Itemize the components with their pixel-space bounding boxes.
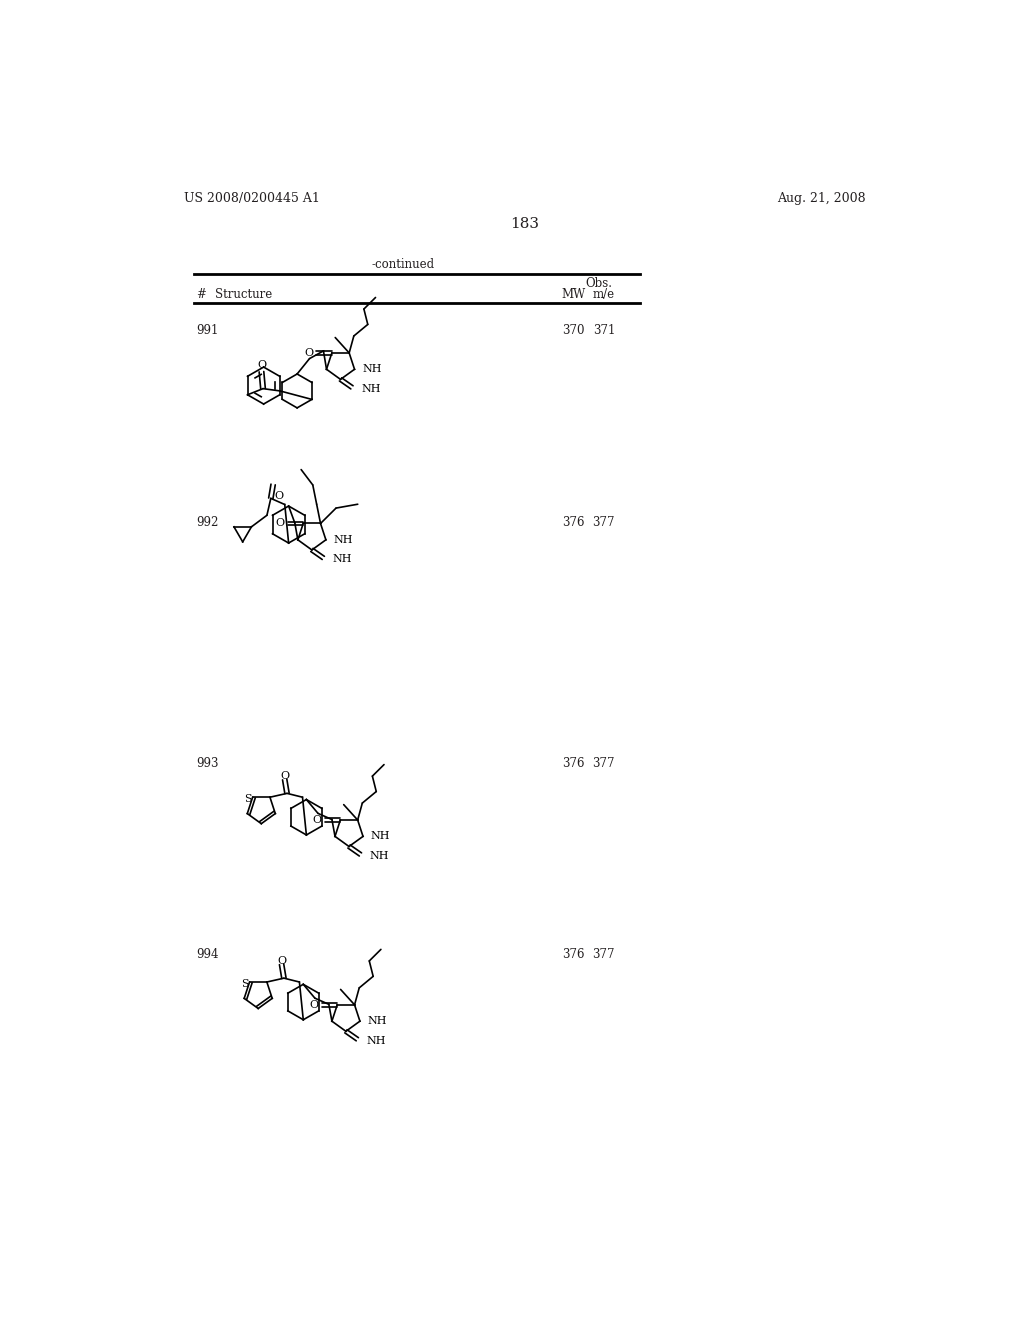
Text: NH: NH	[333, 554, 352, 565]
Text: O: O	[278, 956, 286, 966]
Text: NH: NH	[361, 384, 381, 393]
Text: #: #	[197, 288, 206, 301]
Text: Aug. 21, 2008: Aug. 21, 2008	[777, 191, 866, 205]
Text: 183: 183	[510, 216, 540, 231]
Text: 991: 991	[197, 323, 218, 337]
Text: NH: NH	[370, 851, 389, 861]
Text: 992: 992	[197, 516, 218, 529]
Text: 376: 376	[562, 948, 585, 961]
Text: O: O	[275, 519, 285, 528]
Text: MW: MW	[561, 288, 586, 301]
Text: 377: 377	[593, 758, 615, 771]
Text: S: S	[241, 978, 249, 989]
Text: 377: 377	[593, 948, 615, 961]
Text: S: S	[244, 793, 252, 804]
Text: NH: NH	[371, 832, 390, 841]
Text: O: O	[309, 999, 318, 1010]
Text: US 2008/0200445 A1: US 2008/0200445 A1	[183, 191, 319, 205]
Text: m/e: m/e	[593, 288, 615, 301]
Text: Structure: Structure	[215, 288, 272, 301]
Text: Obs.: Obs.	[586, 277, 612, 290]
Text: 370: 370	[562, 323, 585, 337]
Text: NH: NH	[334, 535, 353, 545]
Text: 376: 376	[562, 758, 585, 771]
Text: NH: NH	[368, 1016, 387, 1026]
Text: O: O	[274, 491, 283, 502]
Text: O: O	[281, 771, 289, 781]
Text: 376: 376	[562, 516, 585, 529]
Text: NH: NH	[362, 364, 382, 375]
Text: NH: NH	[367, 1036, 386, 1045]
Text: O: O	[257, 360, 266, 370]
Text: 377: 377	[593, 516, 615, 529]
Text: 994: 994	[197, 948, 219, 961]
Text: 371: 371	[593, 323, 615, 337]
Text: O: O	[304, 348, 313, 358]
Text: O: O	[312, 814, 322, 825]
Text: -continued: -continued	[372, 259, 434, 271]
Text: 993: 993	[197, 758, 219, 771]
